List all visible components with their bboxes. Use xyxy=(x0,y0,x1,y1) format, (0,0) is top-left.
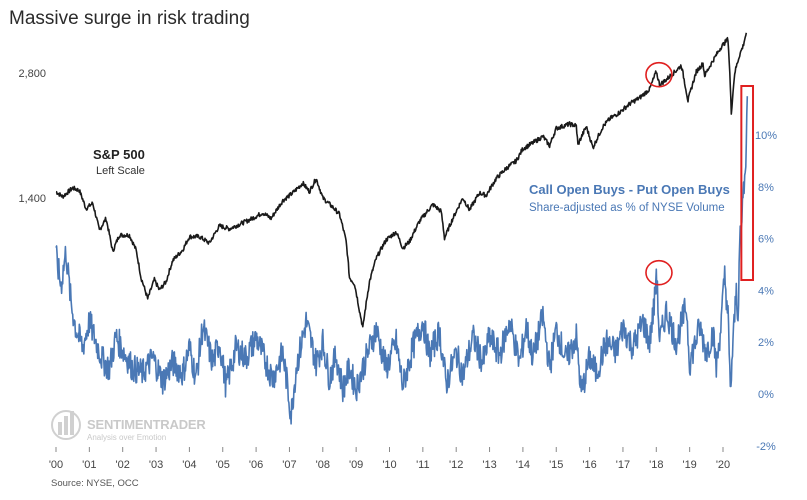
left-tick-label: 1,400 xyxy=(18,193,46,205)
left-tick-label: 2,800 xyxy=(18,68,46,80)
right-tick-label: 8% xyxy=(758,182,774,194)
x-tick-label: '12 xyxy=(449,459,463,471)
highlight-rectangle xyxy=(740,85,755,281)
right-tick-label: 2% xyxy=(758,337,774,349)
x-tick-label: '02 xyxy=(116,459,130,471)
x-axis: '00 '01 '02 '03 '04 '05 '06 '07 '08 '09 '10 '11 '12 '… xyxy=(49,447,730,471)
x-tick-label: '19 xyxy=(682,459,696,471)
x-tick-label: '11 xyxy=(416,459,430,471)
watermark-name: SENTIMENTRADER xyxy=(87,417,206,432)
right-tick-label: 4% xyxy=(758,285,774,297)
chart-title: Massive surge in risk trading xyxy=(9,8,250,29)
x-tick-label: '05 xyxy=(216,459,230,471)
series-sp500-line xyxy=(55,32,748,328)
series-call-put-line xyxy=(55,96,749,425)
x-tick-label: '15 xyxy=(549,459,563,471)
left-axis: 1,400 2,800 xyxy=(18,68,46,205)
source-note: Source: NYSE, OCC xyxy=(51,478,139,489)
right-tick-label: 6% xyxy=(758,234,774,246)
right-tick-label: 0% xyxy=(758,389,774,401)
logo-icon xyxy=(51,410,81,440)
x-tick-label: '03 xyxy=(149,459,163,471)
x-tick-label: '00 xyxy=(49,459,63,471)
x-tick-label: '17 xyxy=(616,459,630,471)
x-tick-label: '04 xyxy=(182,459,196,471)
callput-label: Call Open Buys - Put Open Buys xyxy=(529,182,730,197)
highlight-circle xyxy=(645,61,673,88)
x-tick-label: '14 xyxy=(516,459,530,471)
x-tick-label: '13 xyxy=(482,459,496,471)
annotations xyxy=(645,61,755,286)
watermark-tagline: Analysis over Emotion xyxy=(87,433,166,442)
callput-sublabel: Share-adjusted as % of NYSE Volume xyxy=(529,202,725,214)
sp500-label: S&P 500 xyxy=(93,147,145,162)
x-tick-label: '10 xyxy=(382,459,396,471)
x-tick-label: '06 xyxy=(249,459,263,471)
right-tick-label: 10% xyxy=(755,130,777,142)
x-tick-label: '09 xyxy=(349,459,363,471)
x-tick-label: '16 xyxy=(582,459,596,471)
x-tick-label: '08 xyxy=(316,459,330,471)
x-tick-label: '18 xyxy=(649,459,663,471)
highlight-circle xyxy=(645,259,673,286)
x-tick-label: '07 xyxy=(282,459,296,471)
watermark-logo: SENTIMENTRADER Analysis over Emotion xyxy=(51,410,207,442)
x-tick-label: '20 xyxy=(716,459,730,471)
sp500-sublabel: Left Scale xyxy=(96,165,145,177)
right-axis: -2% 0% 2% 4% 6% 8% 10% xyxy=(755,130,777,453)
x-tick-label: '01 xyxy=(82,459,96,471)
right-tick-label: -2% xyxy=(756,441,776,453)
